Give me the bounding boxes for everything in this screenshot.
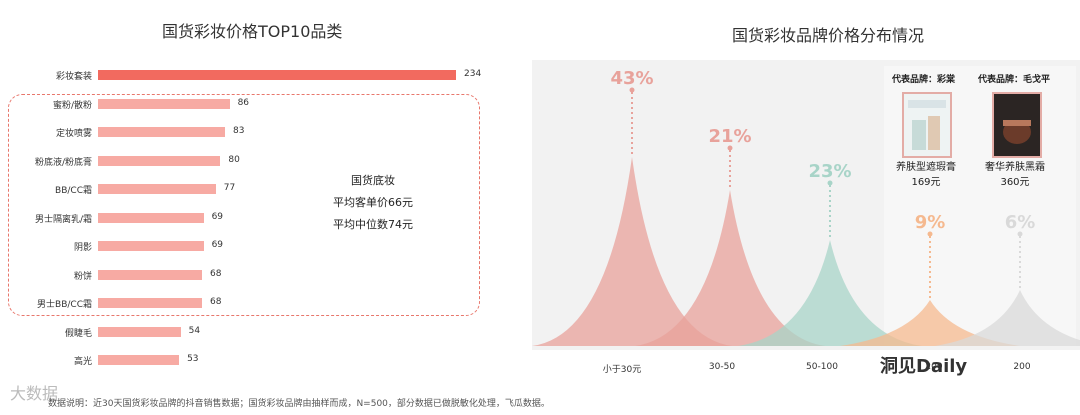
rep-product-2: 奢华养肤黑霜 360元 <box>975 160 1055 190</box>
bar-category-label: 男士BB/CC霜 <box>37 300 92 310</box>
peak-value-label: 23% <box>808 161 851 182</box>
right-chart-title: 国货彩妆品牌价格分布情况 <box>732 26 925 45</box>
bar <box>98 269 203 280</box>
product-image-1 <box>902 92 952 158</box>
bar-category-label: 定妆喷雾 <box>55 129 92 139</box>
bar-value-label: 86 <box>237 97 250 108</box>
bar <box>98 355 180 365</box>
bar-value-label: 68 <box>210 297 222 307</box>
bar-category-label: 高光 <box>73 357 92 367</box>
bar-value-label: 83 <box>232 126 245 136</box>
x-tick-label: 50-100 <box>806 362 838 372</box>
rep-product-1: 养肤型遮瑕膏 169元 <box>886 160 966 190</box>
bar <box>98 326 181 337</box>
bar-category-label: 粉底液/粉底膏 <box>34 157 92 168</box>
peak-dot <box>1017 231 1023 237</box>
bar <box>98 155 221 166</box>
bar <box>98 70 456 80</box>
bar-category-label: 粉饼 <box>73 271 92 282</box>
distribution-peak <box>532 157 732 346</box>
bar-category-label: 蜜粉/散粉 <box>52 100 92 111</box>
right-panel: 国货彩妆品牌价格分布情况 43% 21% 23% 9% 6% 代表品牌：彩棠 代表品牌：… <box>520 0 1080 415</box>
dashed-highlight-box <box>8 94 480 316</box>
bar-value-label: 53 <box>187 354 199 364</box>
bar-value-label: 80 <box>228 154 240 165</box>
distribution-peak <box>635 190 825 346</box>
bar <box>98 212 204 223</box>
bar-category-label: 彩妆套装 <box>55 72 92 82</box>
bar-category-label: 男士隔离乳/霜 <box>34 214 92 225</box>
left-chart-title: 国货彩妆价格TOP10品类 <box>162 22 343 41</box>
footer-note: 数据说明：近30天国货彩妆品牌的抖音销售数据；国货彩妆品牌由抽样而成，N=500… <box>48 399 550 409</box>
peak-dot <box>927 231 933 237</box>
bar-category-label: 阴影 <box>73 243 92 253</box>
distribution-peak <box>738 240 922 346</box>
peak-dot <box>727 145 733 151</box>
peak-value-label: 9% <box>915 212 946 233</box>
bar-category-label: 假睫毛 <box>64 328 92 339</box>
rep-brand-title-2: 代表品牌：毛戈平 <box>978 75 1051 85</box>
peak-dot <box>827 180 833 186</box>
peak-dot <box>629 87 635 93</box>
rep-product-price-2: 360元 <box>1000 177 1030 188</box>
bar-value-label: 54 <box>188 325 201 336</box>
price-distribution-chart: 43% 21% 23% 9% 6% <box>532 68 1080 346</box>
x-tick-label: 200 <box>1013 362 1031 372</box>
bar-value-label: 68 <box>210 268 222 279</box>
rep-product-price-1: 169元 <box>911 177 941 188</box>
box-annotation: 国货底妆 平均客单价66元 平均中位数74元 <box>318 170 428 236</box>
logo-left: 大数据 <box>10 384 59 403</box>
bar <box>98 127 225 137</box>
bar <box>98 184 216 194</box>
left-panel: 国货彩妆价格TOP10品类 彩妆套装 234 蜜粉/散粉 86 定妆喷雾 83 粉底液/粉底… <box>0 0 520 415</box>
distribution-peak <box>840 300 1020 346</box>
bar-value-label: 77 <box>223 183 236 193</box>
annotation-line-3: 平均中位数74元 <box>333 218 413 231</box>
rep-brand-title-1: 代表品牌：彩棠 <box>892 75 956 85</box>
annotation-line-1: 国货底妆 <box>351 174 395 187</box>
x-tick-label: 小于30元 <box>602 365 642 375</box>
bar-value-label: 69 <box>211 240 224 250</box>
peak-value-label: 6% <box>1005 212 1036 233</box>
product-image-2 <box>992 92 1042 158</box>
bar <box>98 241 204 251</box>
logo-right: 洞见Daily <box>880 356 968 377</box>
bar-value-label: 234 <box>464 69 482 79</box>
rep-product-name-1: 养肤型遮瑕膏 <box>896 162 956 173</box>
annotation-line-2: 平均客单价66元 <box>333 196 413 209</box>
bar-value-label: 69 <box>211 211 224 222</box>
x-tick-label: 30-50 <box>708 362 736 372</box>
bar-category-label: BB/CC霜 <box>55 186 92 196</box>
distribution-peak <box>935 290 1080 346</box>
peak-value-label: 21% <box>708 126 751 147</box>
x-tick-label: 200 <box>925 362 943 372</box>
bar <box>98 298 203 308</box>
peak-value-label: 43% <box>610 68 653 89</box>
rep-product-name-2: 奢华养肤黑霜 <box>985 162 1045 173</box>
bar <box>98 98 230 109</box>
